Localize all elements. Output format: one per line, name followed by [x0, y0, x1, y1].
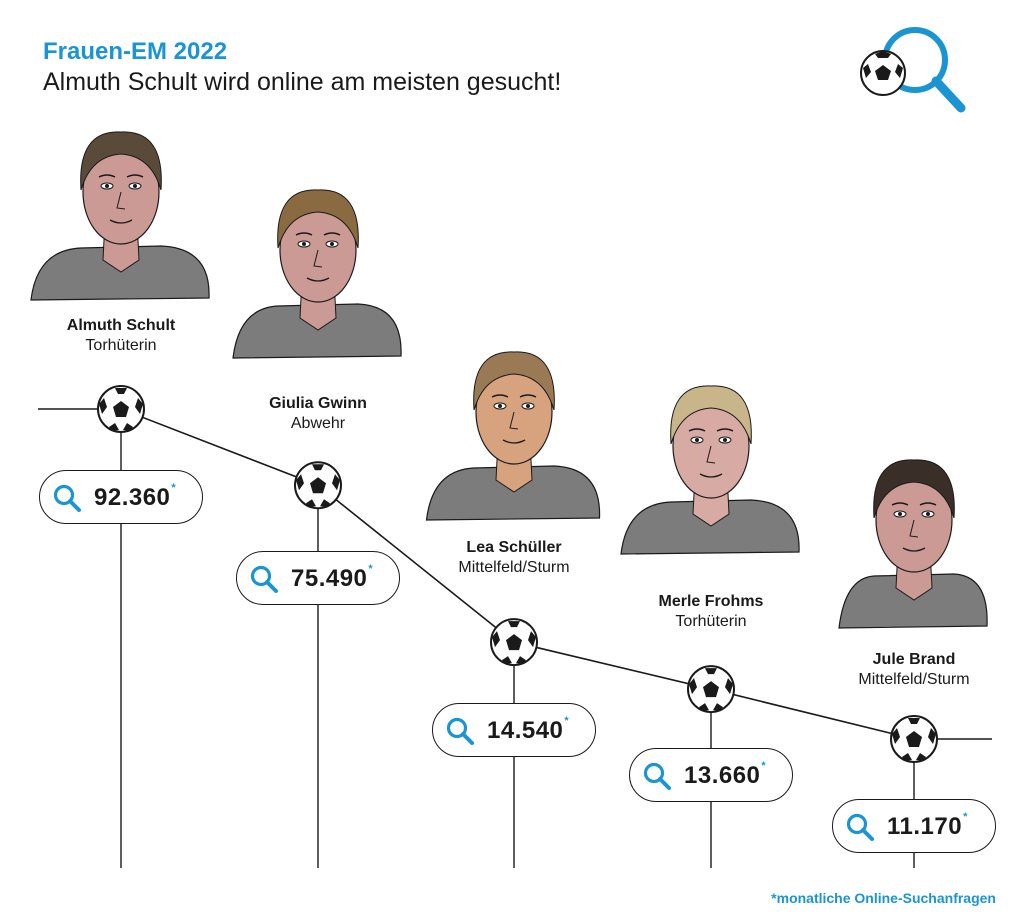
value-label: 14.540*: [432, 703, 596, 757]
football-icon: [890, 715, 938, 763]
football-icon: [490, 618, 538, 667]
value-text: 13.660*: [684, 760, 767, 789]
magnifier-icon: [53, 484, 81, 512]
magnifier-icon: [846, 813, 874, 841]
player-role: Mittelfeld/Sturm: [458, 559, 570, 576]
football-icon: [687, 665, 735, 714]
player-portrait: [232, 189, 402, 359]
football-magnifier-icon: [860, 27, 966, 113]
player-portrait: [620, 385, 800, 555]
magnifier-icon: [446, 717, 474, 745]
football-icon: [294, 461, 342, 510]
player-name: Almuth Schult: [66, 317, 176, 334]
value-label: 11.170*: [832, 799, 996, 853]
chart-subtitle: Almuth Schult wird online am meisten ges…: [43, 68, 562, 96]
player-role: Mittelfeld/Sturm: [858, 671, 970, 688]
player-name: Jule Brand: [872, 651, 956, 668]
player-portrait: [838, 459, 988, 629]
magnifier-icon: [643, 762, 671, 790]
value-label: 92.360*: [39, 470, 203, 524]
football-icon: [97, 385, 145, 433]
chart-title: Frauen-EM 2022: [43, 38, 228, 65]
player-role: Torhüterin: [85, 337, 157, 354]
value-label: 13.660*: [629, 748, 793, 802]
value-text: 11.170*: [887, 811, 968, 840]
magnifier-icon: [250, 565, 278, 593]
player-name: Merle Frohms: [658, 593, 764, 610]
value-text: 92.360*: [94, 482, 177, 511]
player-role: Abwehr: [290, 415, 346, 432]
value-text: 75.490*: [291, 563, 374, 592]
value-label: 75.490*: [236, 551, 400, 605]
player-name: Lea Schüller: [466, 539, 562, 556]
player-role: Torhüterin: [675, 613, 747, 630]
footnote: *monatliche Online-Suchanfragen: [771, 890, 996, 906]
player-portrait: [425, 351, 601, 521]
player-name: Giulia Gwinn: [269, 395, 367, 412]
value-text: 14.540*: [487, 715, 570, 744]
player-portrait: [30, 131, 210, 301]
